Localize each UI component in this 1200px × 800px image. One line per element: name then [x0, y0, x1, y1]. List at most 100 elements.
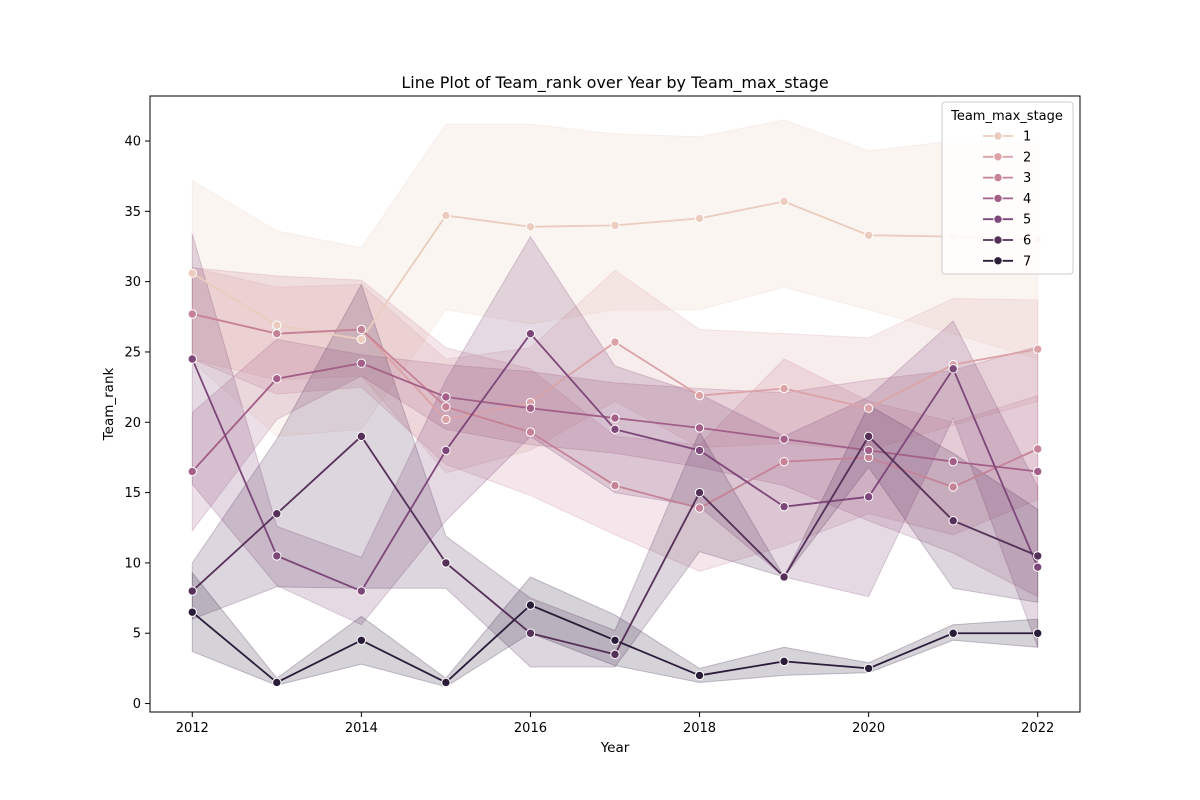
data-point-series-4	[863, 445, 874, 456]
data-point-series-4	[272, 373, 282, 384]
y-tick-label: 35	[124, 205, 141, 220]
data-point-series-4	[187, 466, 197, 477]
y-tick-label: 0	[133, 697, 141, 712]
confidence-band-series-1	[191, 119, 1039, 437]
data-point-series-3	[610, 480, 620, 491]
y-axis-label: Team_rank	[101, 368, 117, 442]
data-point-series-4	[356, 358, 367, 368]
legend-items: 1 2 3 4 5 6 7	[983, 130, 1031, 269]
data-point-series-6	[187, 586, 197, 596]
data-point-series-4	[441, 392, 451, 402]
data-point-series-7	[441, 677, 451, 688]
data-point-series-3	[694, 503, 705, 513]
data-point-series-1	[525, 222, 536, 232]
x-tick-label: 2016	[514, 721, 547, 736]
data-point-series-4	[1033, 466, 1043, 477]
data-point-series-6	[779, 572, 789, 582]
legend-label: 2	[1023, 150, 1031, 165]
data-point-series-3	[1033, 444, 1043, 454]
data-point-series-7	[694, 670, 705, 681]
x-tick-label: 2020	[852, 721, 885, 736]
data-point-series-3	[948, 482, 958, 492]
data-point-series-5	[272, 551, 282, 561]
data-point-series-7	[610, 635, 620, 645]
data-point-series-2	[1033, 344, 1043, 354]
data-point-series-7	[187, 607, 197, 617]
chart-title: Line Plot of Team_rank over Year by Team…	[401, 73, 828, 93]
data-point-series-6	[525, 628, 536, 638]
data-point-series-5	[863, 492, 874, 502]
data-point-series-3	[525, 427, 536, 437]
data-point-series-7	[1033, 628, 1043, 638]
data-point-series-7	[948, 628, 958, 638]
data-point-series-7	[525, 600, 536, 610]
confidence-band-series-6	[191, 283, 1039, 668]
data-point-series-4	[948, 456, 958, 467]
data-point-series-2	[694, 390, 705, 401]
data-point-series-3	[779, 456, 789, 467]
data-point-series-1	[779, 196, 789, 207]
x-tick-label: 2022	[1021, 721, 1054, 736]
data-point-series-2	[610, 337, 620, 347]
data-point-series-1	[863, 230, 874, 240]
legend-label: 6	[1023, 234, 1031, 249]
y-tick-label: 15	[124, 486, 141, 501]
data-point-series-5	[356, 586, 367, 596]
legend-swatch-marker	[993, 256, 1003, 266]
legend-swatch-marker	[993, 131, 1003, 141]
legend: Team_max_stage 1 2 3 4 5 6 7	[941, 101, 1074, 275]
data-point-series-5	[525, 328, 536, 339]
data-point-series-6	[948, 516, 958, 526]
data-point-series-3	[272, 328, 282, 339]
data-point-series-6	[356, 431, 367, 442]
data-point-series-5	[441, 445, 451, 456]
data-point-series-2	[441, 414, 451, 425]
legend-label: 5	[1023, 213, 1031, 228]
legend-swatch-marker	[993, 235, 1003, 245]
data-point-series-6	[1033, 551, 1043, 561]
legend-swatch-marker	[993, 193, 1003, 204]
y-tick-label: 25	[124, 345, 141, 360]
data-point-series-5	[1033, 562, 1043, 572]
confidence-band-series-3	[191, 267, 1039, 572]
y-tick-label: 30	[124, 275, 141, 290]
data-point-series-2	[863, 403, 874, 413]
data-point-series-6	[272, 508, 282, 519]
legend-label: 1	[1023, 130, 1031, 145]
data-point-series-1	[356, 334, 367, 345]
data-point-series-3	[441, 402, 451, 412]
data-point-series-4	[525, 403, 536, 413]
y-tick-label: 20	[124, 416, 141, 431]
legend-swatch-marker	[993, 214, 1003, 224]
data-point-series-4	[694, 423, 705, 433]
x-tick-label: 2014	[345, 721, 378, 736]
data-point-series-7	[272, 677, 282, 688]
y-tick-label: 5	[133, 627, 141, 642]
data-point-series-5	[948, 364, 958, 374]
legend-label: 3	[1023, 171, 1031, 186]
data-point-series-4	[610, 413, 620, 423]
legend-swatch-marker	[993, 152, 1003, 162]
data-point-series-3	[356, 324, 367, 335]
data-point-series-6	[610, 649, 620, 660]
data-point-series-1	[272, 320, 282, 330]
y-tick-label: 40	[124, 135, 141, 150]
confidence-bands	[191, 119, 1039, 688]
legend-box	[941, 101, 1074, 275]
data-point-series-7	[779, 656, 789, 667]
data-point-series-1	[187, 268, 197, 278]
data-point-series-6	[694, 487, 705, 498]
data-point-series-4	[779, 434, 789, 444]
x-axis: 2012 2014 2016 2018 2020 2022	[176, 712, 1054, 736]
y-axis: 0 5 10 15 20 25 30 35 40	[124, 135, 150, 712]
confidence-band-series-5	[191, 233, 1039, 648]
data-point-series-2	[779, 383, 789, 394]
series-markers	[187, 196, 1043, 688]
legend-label: 4	[1023, 192, 1031, 207]
legend-title: Team_max_stage	[950, 109, 1063, 124]
confidence-band-series-4	[191, 338, 1039, 598]
legend-label: 7	[1023, 254, 1031, 269]
y-tick-label: 10	[124, 556, 141, 571]
data-point-series-1	[441, 210, 451, 221]
